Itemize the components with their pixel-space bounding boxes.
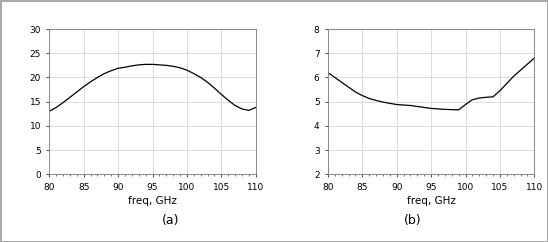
Text: (b): (b) xyxy=(404,214,422,227)
X-axis label: freq, GHz: freq, GHz xyxy=(407,196,455,206)
X-axis label: freq, GHz: freq, GHz xyxy=(128,196,177,206)
Text: (a): (a) xyxy=(162,214,179,227)
